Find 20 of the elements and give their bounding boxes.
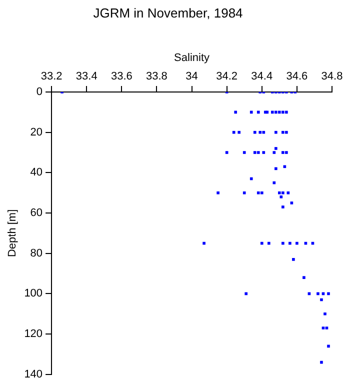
- x-tick-label: 34.4: [251, 70, 273, 82]
- y-tick-label: 140: [24, 368, 43, 380]
- chart-title: JGRM in November, 1984: [93, 5, 243, 20]
- x-tick-label: 33.6: [110, 70, 132, 82]
- x-tick-label: 34: [186, 70, 198, 82]
- y-tick-label: 80: [30, 247, 43, 260]
- x-tick-label: 34.8: [321, 70, 343, 82]
- x-tick-label: 34.2: [216, 70, 238, 82]
- y-tick-label: 120: [24, 328, 43, 340]
- x-tick-label: 33.8: [146, 70, 168, 82]
- y-tick-label: 60: [30, 207, 43, 220]
- y-tick-label: 0: [36, 86, 43, 98]
- y-tick-label: 100: [24, 288, 43, 300]
- x-tick-label: 33.4: [76, 70, 98, 82]
- y-tick-label: 20: [30, 126, 43, 138]
- y-tick-label: 40: [30, 166, 43, 179]
- x-tick-label: 34.6: [286, 70, 308, 82]
- x-axis-title: Salinity: [174, 52, 210, 64]
- y-axis-title: Depth [m]: [6, 209, 19, 258]
- x-tick-label: 33.2: [40, 70, 62, 82]
